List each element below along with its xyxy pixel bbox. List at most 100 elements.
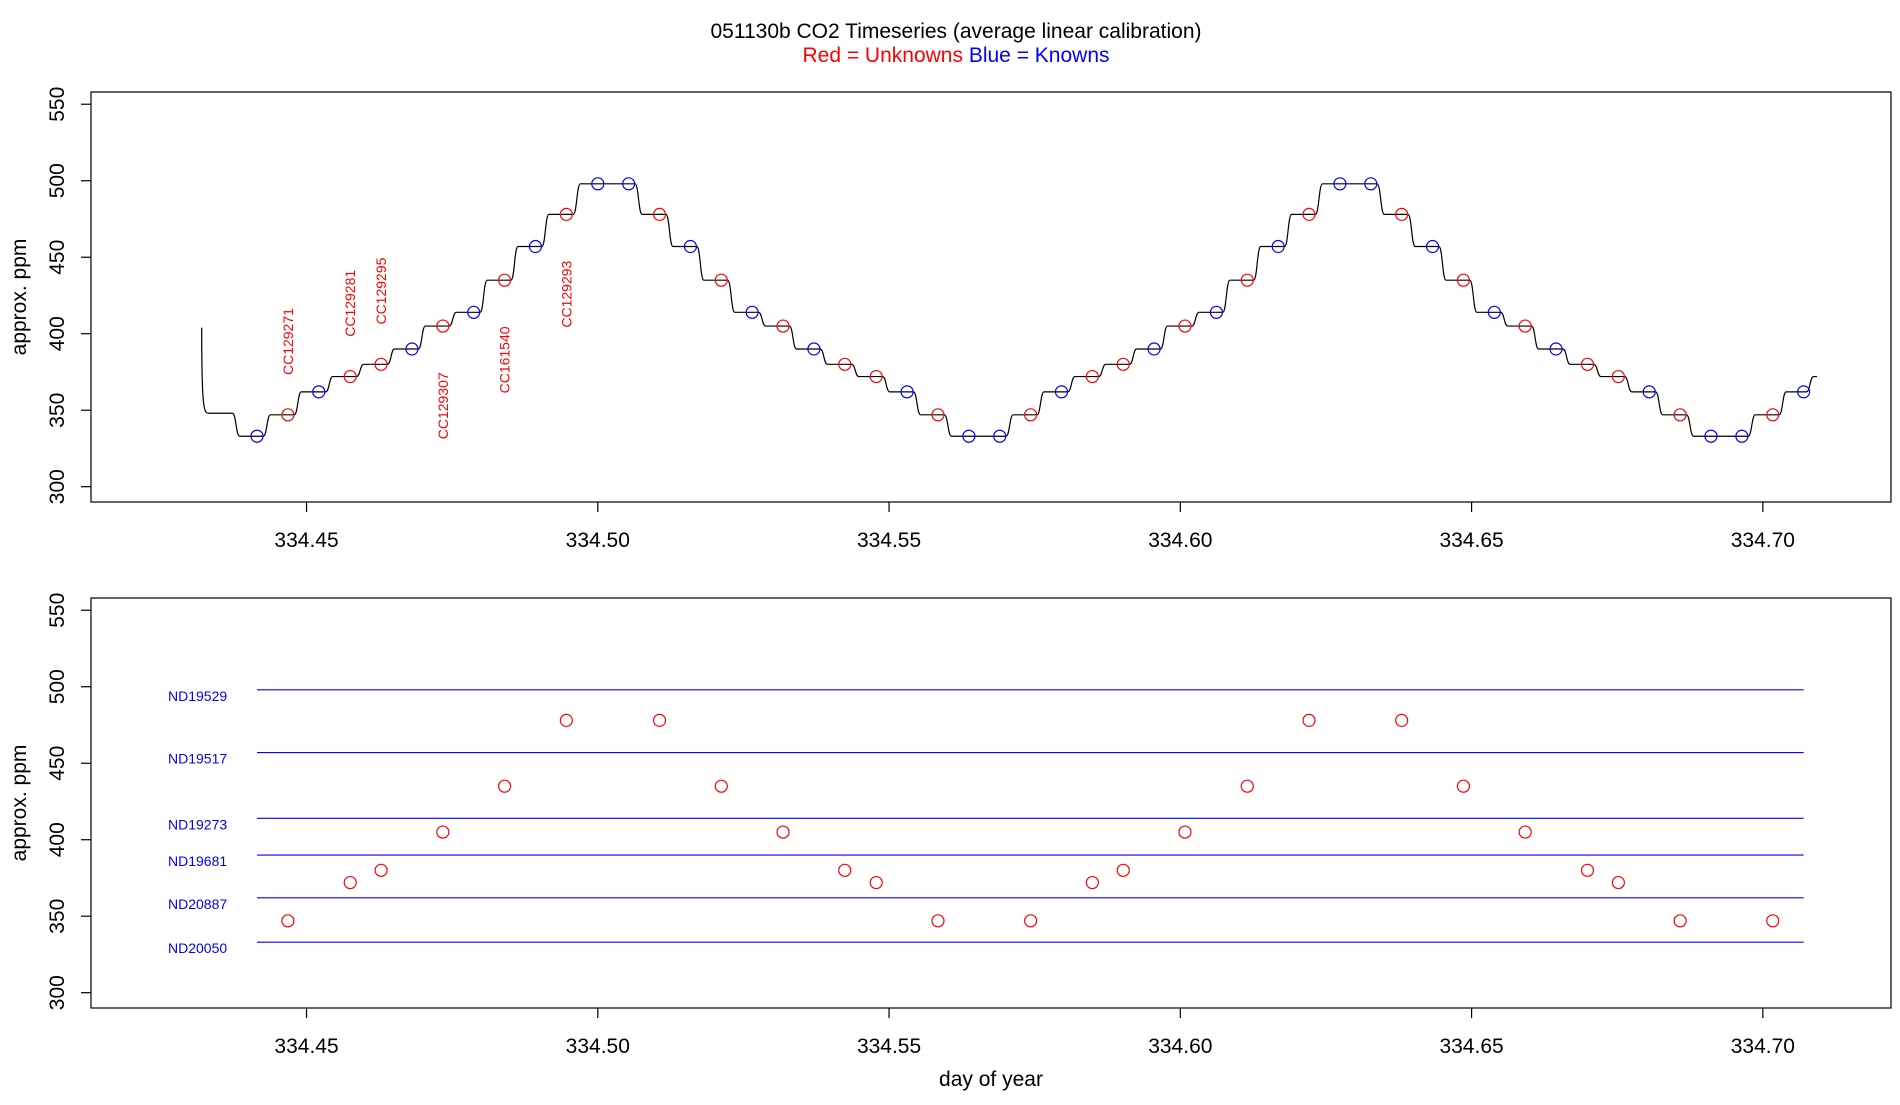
reference-label: ND19681 [168, 853, 227, 869]
unknown-sample-marker [714, 779, 728, 793]
unknown-sample-marker [838, 357, 852, 371]
unknown-sample-marker [1302, 207, 1316, 221]
unknown-sample-marker [869, 875, 883, 890]
unknown-sample-marker [1611, 369, 1625, 384]
x-tick-label: 334.55 [857, 529, 921, 552]
unknown-sample-marker [1518, 825, 1532, 839]
unknown-sample-marker [652, 713, 667, 727]
x-tick-label: 334.50 [566, 529, 630, 552]
x-tick-label: 334.45 [274, 1035, 338, 1058]
unknown-sample-marker [1456, 779, 1471, 793]
sample-annotation: CC129307 [435, 372, 451, 439]
known-sample-marker [312, 385, 326, 399]
unknown-sample-marker [1178, 319, 1192, 333]
unknown-sample-marker [1766, 914, 1780, 928]
known-sample-marker [900, 385, 914, 399]
y-tick-label: 550 [46, 87, 69, 122]
unknown-sample-marker [1580, 863, 1595, 877]
chart-title: 051130b CO2 Timeseries (average linear c… [710, 20, 1201, 43]
known-sample-marker [807, 342, 821, 356]
unknown-sample-marker [1116, 357, 1130, 371]
known-sample-marker [1364, 177, 1378, 191]
unknown-sample-marker [869, 369, 883, 384]
known-sample-marker [591, 177, 605, 191]
known-sample-marker [962, 429, 976, 443]
unknown-sample-marker [281, 408, 295, 422]
unknown-sample-marker [1024, 408, 1038, 422]
top-panel: 334.45 334.50 334.55 334.60 334.65 334.70 300 3… [8, 87, 1892, 552]
co2-trace-line [201, 183, 1818, 437]
known-sample-marker [405, 342, 419, 356]
y-tick-label: 350 [46, 393, 69, 428]
known-sample-marker [1797, 385, 1811, 399]
reference-label: ND19517 [168, 751, 227, 767]
x-tick-label: 334.65 [1439, 1035, 1503, 1058]
plot-frame [90, 91, 1892, 503]
known-sample-marker [622, 177, 636, 191]
unknown-sample-marker [559, 207, 573, 221]
unknown-sample-marker [1580, 357, 1595, 371]
unknown-sample-marker [374, 863, 388, 877]
unknown-sample-marker [931, 914, 945, 928]
known-sample-marker [745, 305, 759, 319]
y-tick-label: 450 [46, 746, 69, 781]
x-tick-label: 334.60 [1148, 529, 1212, 552]
legend-unknowns: Red = Unknowns [802, 44, 963, 67]
sample-annotation: CC161540 [497, 326, 513, 393]
unknown-sample-marker [1395, 713, 1409, 727]
y-tick-label: 300 [46, 469, 69, 504]
unknown-sample-marker [1085, 875, 1099, 890]
unknown-sample-marker [776, 319, 790, 333]
y-tick-label: 300 [46, 975, 69, 1010]
known-sample-marker [1054, 385, 1069, 399]
y-axis-label: approx. ppm [8, 745, 31, 862]
y-axis-label: approx. ppm [8, 239, 31, 356]
x-tick-label: 334.45 [274, 529, 338, 552]
y-tick-label: 400 [46, 316, 69, 351]
sample-annotation: CC129281 [342, 270, 358, 337]
legend-knowns: Blue = Knowns [969, 44, 1110, 67]
unknown-sample-marker [1611, 875, 1625, 890]
x-tick-label: 334.55 [857, 1035, 921, 1058]
known-sample-marker [250, 429, 264, 443]
sample-annotation: CC129295 [373, 257, 389, 324]
unknown-sample-marker [1240, 273, 1254, 287]
known-sample-marker [993, 429, 1007, 443]
unknown-sample-marker [838, 863, 852, 877]
x-tick-label: 334.65 [1439, 529, 1503, 552]
unknown-sample-marker [1673, 914, 1687, 928]
known-sample-marker [683, 239, 698, 254]
known-sample-marker [1147, 342, 1161, 356]
known-sample-marker [1487, 305, 1501, 319]
known-sample-marker [1642, 385, 1656, 399]
chart-subtitle: Red = Unknowns Blue = Knowns [802, 44, 1109, 67]
unknown-sample-marker [374, 357, 388, 371]
unknown-sample-marker [1766, 408, 1780, 422]
unknown-sample-marker [1518, 319, 1532, 333]
unknown-sample-marker [1302, 713, 1316, 727]
unknown-sample-marker [281, 914, 295, 928]
unknown-sample-marker [714, 273, 728, 287]
x-tick-label: 334.70 [1731, 1035, 1795, 1058]
unknown-sample-marker [497, 779, 512, 793]
reference-label: ND19529 [168, 688, 227, 704]
x-tick-label: 334.70 [1731, 529, 1795, 552]
y-tick-label: 550 [46, 593, 69, 628]
unknown-sample-marker [1395, 207, 1409, 221]
known-sample-marker [528, 239, 543, 254]
unknown-sample-marker [343, 369, 357, 384]
unknown-sample-marker [1456, 273, 1471, 287]
x-axis-label: day of year [939, 1068, 1043, 1091]
unknown-sample-marker [1024, 914, 1038, 928]
x-tick-label: 334.60 [1148, 1035, 1212, 1058]
known-sample-marker [1549, 342, 1563, 356]
sample-annotation: CC129271 [280, 308, 296, 375]
unknown-sample-marker [343, 875, 357, 890]
unknown-sample-marker [1178, 825, 1192, 839]
known-sample-marker [1271, 239, 1285, 254]
known-sample-marker [1333, 177, 1347, 191]
unknown-sample-marker [1085, 369, 1099, 384]
plot-frame [90, 597, 1892, 1009]
